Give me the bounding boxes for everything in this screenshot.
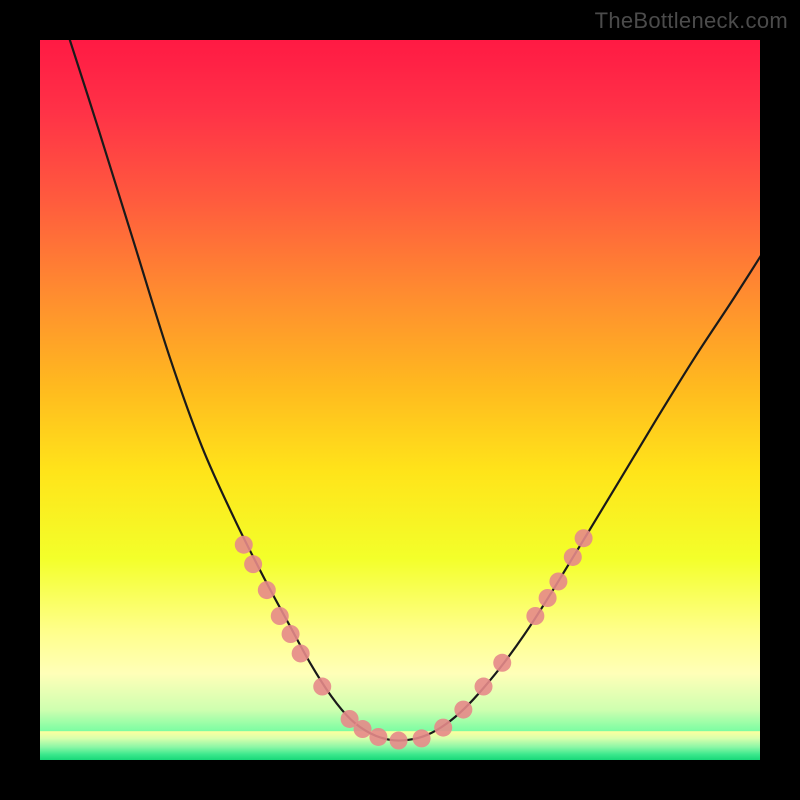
data-marker [390, 732, 408, 750]
curve-layer [40, 40, 760, 760]
data-marker [354, 720, 372, 738]
v-curve [65, 40, 760, 741]
data-marker [271, 607, 289, 625]
data-marker [549, 572, 567, 590]
data-marker [454, 701, 472, 719]
data-marker [282, 625, 300, 643]
watermark-text: TheBottleneck.com [595, 8, 788, 34]
data-marker [526, 607, 544, 625]
data-marker [575, 529, 593, 547]
marker-group [235, 529, 593, 749]
data-marker [434, 719, 452, 737]
data-marker [258, 581, 276, 599]
chart-stage: TheBottleneck.com [0, 0, 800, 800]
plot-area [40, 40, 760, 760]
data-marker [235, 536, 253, 554]
data-marker [244, 555, 262, 573]
data-marker [539, 589, 557, 607]
data-marker [475, 678, 493, 696]
data-marker [313, 678, 331, 696]
data-marker [369, 728, 387, 746]
data-marker [493, 654, 511, 672]
data-marker [564, 548, 582, 566]
data-marker [413, 729, 431, 747]
data-marker [292, 644, 310, 662]
